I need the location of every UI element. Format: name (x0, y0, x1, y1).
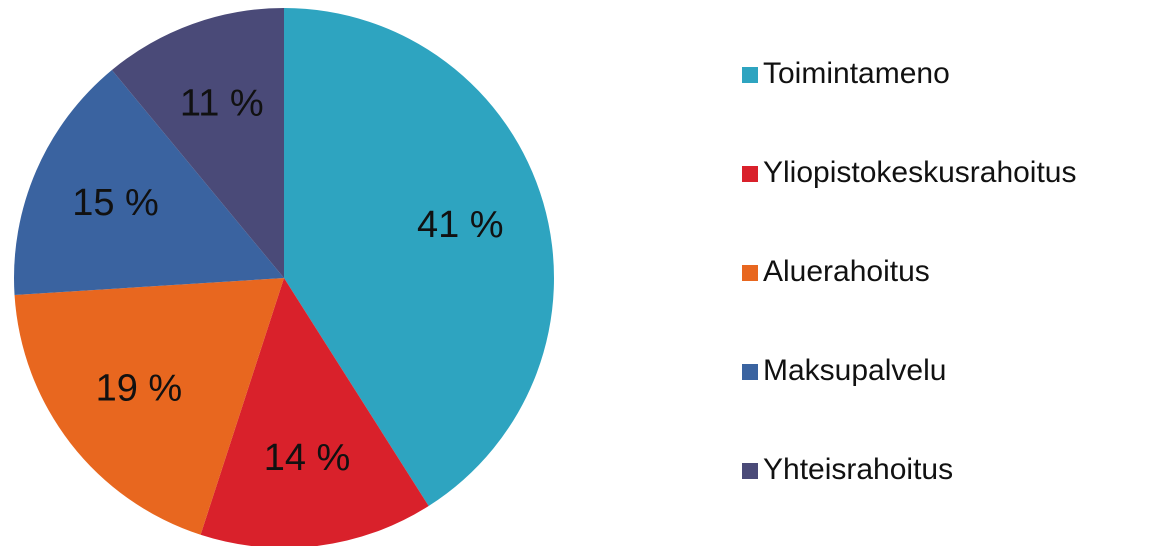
legend-swatch (742, 265, 758, 281)
pie-slice (111, 8, 284, 278)
slice-label: 41 % (417, 204, 504, 246)
legend-label: Yhteisrahoitus (763, 453, 953, 486)
legend-label: Aluerahoitus (763, 255, 930, 288)
legend-swatch (742, 463, 758, 479)
pie-slice (13, 69, 284, 295)
legend-swatch (742, 67, 758, 83)
legend-swatch (742, 364, 758, 380)
pie-slice (200, 278, 429, 546)
slice-label: 11 % (180, 82, 264, 124)
legend-label: Maksupalvelu (763, 354, 946, 387)
legend-label: Yliopistokeskusrahoitus (763, 156, 1077, 189)
legend-label: Toimintameno (763, 57, 950, 90)
pie-slice (14, 278, 285, 535)
legend-swatch (742, 166, 758, 182)
slice-label: 14 % (264, 437, 351, 479)
pie-slice (284, 8, 554, 506)
slice-label: 19 % (96, 368, 183, 410)
slice-label: 15 % (72, 182, 159, 224)
